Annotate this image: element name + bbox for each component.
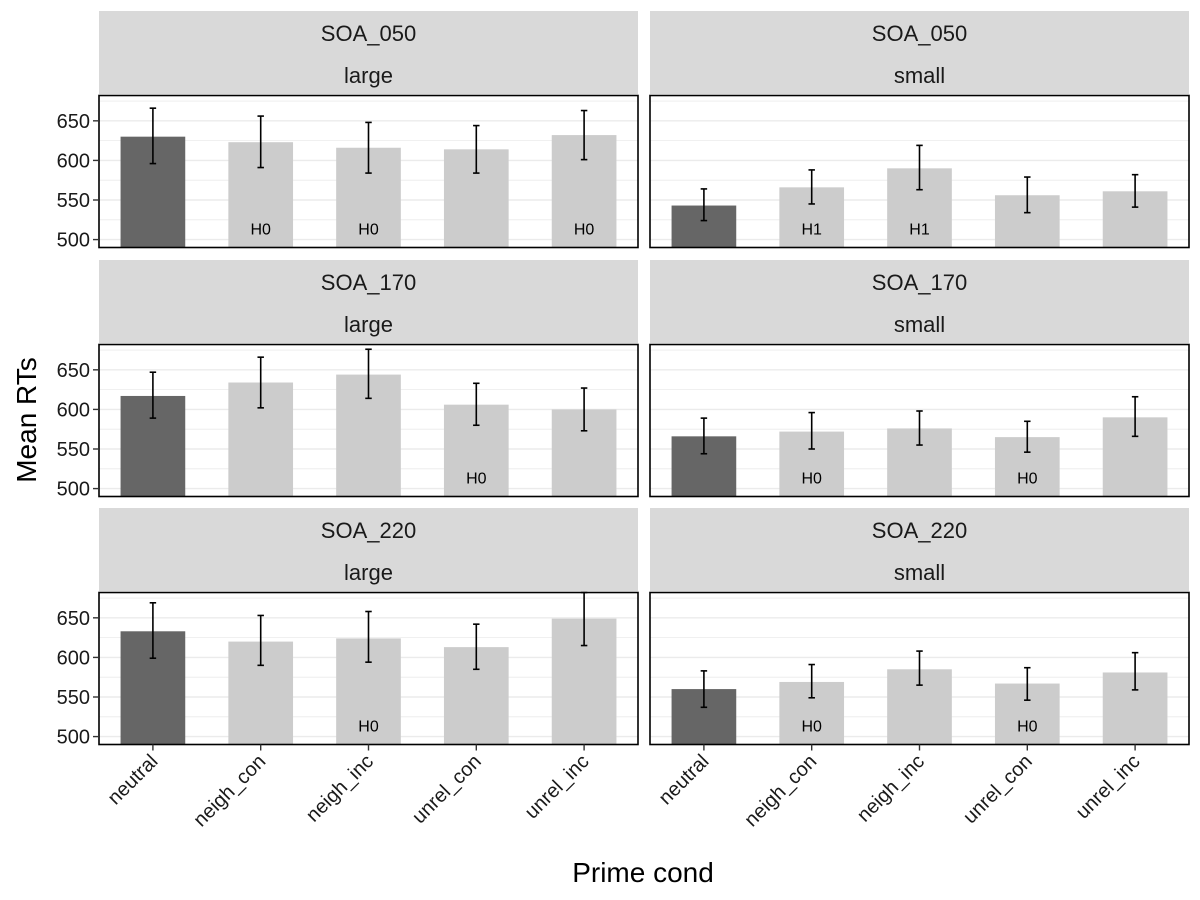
error-bar xyxy=(916,144,923,191)
facet-strip xyxy=(650,11,1189,94)
facet-label-size: small xyxy=(894,560,945,585)
error-bar xyxy=(1024,176,1031,214)
error-bar xyxy=(149,107,157,165)
hypothesis-label: H0 xyxy=(1017,471,1038,488)
facet-label-soa: SOA_050 xyxy=(872,21,967,46)
facet-label-size: small xyxy=(894,63,945,88)
y-tick-label: 600 xyxy=(57,399,90,421)
error-bar xyxy=(700,417,708,455)
error-bar xyxy=(149,371,157,419)
hypothesis-label: H0 xyxy=(358,222,379,239)
hypothesis-label: H1 xyxy=(909,222,930,239)
error-bar xyxy=(473,124,480,174)
error-bar xyxy=(1024,666,1031,701)
error-bar xyxy=(580,109,588,161)
y-tick-label: 550 xyxy=(57,439,90,461)
x-tick-label: neutral xyxy=(104,750,163,809)
error-bar xyxy=(808,411,815,450)
error-bar xyxy=(365,610,372,663)
hypothesis-label: H0 xyxy=(1017,719,1038,736)
facet-strip xyxy=(650,508,1189,591)
facet-label-soa: SOA_220 xyxy=(321,518,416,543)
error-bar xyxy=(473,623,480,671)
x-tick-label: neigh_con xyxy=(740,750,821,831)
facet-label-soa: SOA_170 xyxy=(321,270,416,295)
x-tick-label: neigh_inc xyxy=(302,750,378,826)
y-tick-label: 600 xyxy=(57,150,90,172)
error-bar xyxy=(257,115,264,169)
facet-label-size: large xyxy=(344,560,393,585)
y-tick-label: 600 xyxy=(57,647,90,669)
facet-strip xyxy=(99,11,638,94)
y-tick-label: 650 xyxy=(57,111,90,133)
y-axes: 500 550 600 650 500 550 600 650 500 550 600 650 xyxy=(57,111,99,749)
facet-strip xyxy=(99,508,638,591)
panel-border xyxy=(649,343,1190,498)
y-tick-label: 550 xyxy=(57,190,90,212)
hypothesis-label: H1 xyxy=(801,222,822,239)
y-tick-label: 650 xyxy=(57,360,90,382)
error-bar xyxy=(808,169,815,205)
facet-label-size: small xyxy=(894,312,945,337)
facet-label-size: large xyxy=(344,63,393,88)
panel-border xyxy=(98,343,639,498)
x-axis-title: Prime cond xyxy=(572,857,714,888)
error-bar xyxy=(808,663,815,699)
hypothesis-label: H0 xyxy=(466,471,487,488)
error-bar xyxy=(1131,651,1139,691)
y-tick-label: 550 xyxy=(57,687,90,709)
error-bar xyxy=(916,410,923,446)
error-bar xyxy=(1131,395,1139,438)
x-tick-label: unrel_inc xyxy=(521,750,594,823)
error-bar xyxy=(365,348,372,400)
hypothesis-label: H0 xyxy=(358,719,379,736)
error-bar xyxy=(700,670,708,709)
x-axes: neutral neigh_con neigh_inc unrel_con unrel_… xyxy=(104,744,1145,831)
y-tick-label: 500 xyxy=(57,230,90,252)
x-tick-label: neutral xyxy=(655,750,714,809)
y-tick-label: 650 xyxy=(57,608,90,630)
error-bar xyxy=(1131,173,1139,208)
y-tick-label: 500 xyxy=(57,727,90,749)
y-tick-label: 500 xyxy=(57,479,90,501)
panel-border xyxy=(98,94,639,249)
y-axis-title: Mean RTs xyxy=(11,357,42,483)
error-bar xyxy=(916,650,923,686)
error-bar xyxy=(700,188,708,222)
hypothesis-label: H0 xyxy=(574,222,595,239)
facet-label-soa: SOA_220 xyxy=(872,518,967,543)
hypothesis-label: H0 xyxy=(250,222,271,239)
x-tick-label: unrel_con xyxy=(959,750,1037,828)
error-bar xyxy=(580,387,588,432)
error-bar xyxy=(257,356,264,409)
error-bar xyxy=(149,601,157,660)
x-tick-label: unrel_con xyxy=(408,750,486,828)
facet-label-soa: SOA_050 xyxy=(321,21,416,46)
x-tick-label: neigh_inc xyxy=(853,750,929,826)
panel-border xyxy=(649,94,1190,249)
error-bar xyxy=(1024,420,1031,453)
facet-label-soa: SOA_170 xyxy=(872,270,967,295)
error-bar xyxy=(365,121,372,174)
facet-strip xyxy=(99,260,638,343)
error-bar xyxy=(257,614,264,667)
x-tick-label: unrel_inc xyxy=(1072,750,1145,823)
x-tick-label: neigh_con xyxy=(189,750,270,831)
facet-strip xyxy=(650,260,1189,343)
hypothesis-label: H0 xyxy=(801,719,822,736)
facet-label-size: large xyxy=(344,312,393,337)
hypothesis-label: H0 xyxy=(801,471,822,488)
error-bar xyxy=(473,382,480,427)
